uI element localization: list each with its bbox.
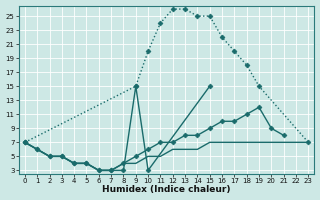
X-axis label: Humidex (Indice chaleur): Humidex (Indice chaleur) [102, 185, 231, 194]
